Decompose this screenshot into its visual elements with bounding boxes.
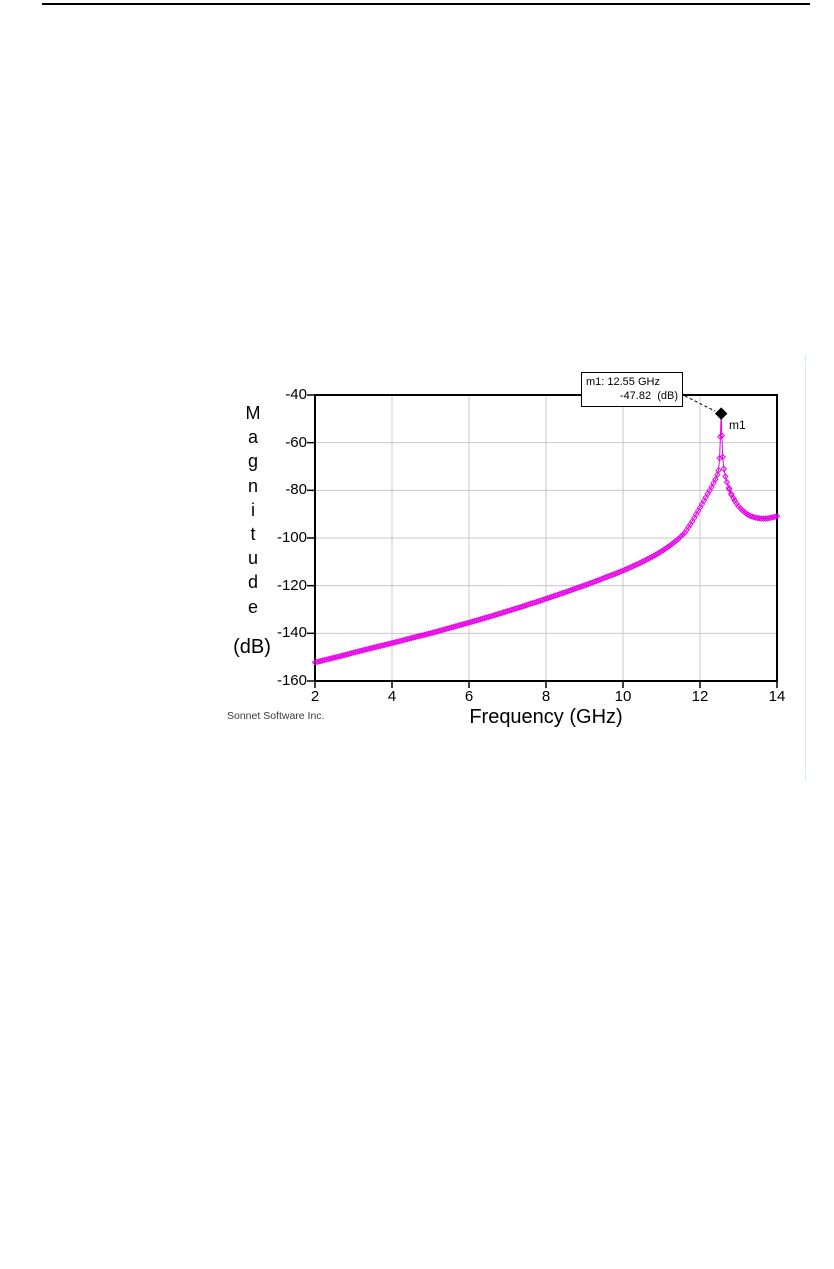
curve-marker-diamond: [720, 465, 728, 473]
y-axis-title-letter: M: [245, 403, 261, 423]
curve-marker-diamond: [773, 513, 781, 520]
y-tick-label: -160: [276, 672, 307, 689]
curve-marker-diamond: [679, 531, 686, 539]
curve-marker-diamond: [723, 478, 731, 486]
curve-marker-diamond: [716, 454, 723, 462]
branding-text: Sonnet Software Inc.: [227, 710, 325, 722]
curve-marker-diamond: [675, 535, 683, 542]
curve-marker-diamond: [750, 513, 758, 521]
y-tick-label: -60: [285, 433, 307, 451]
x-axis-title: Frequency (GHz): [469, 706, 623, 728]
marker-name-label: m1: [729, 418, 746, 432]
curve-marker-diamond: [642, 556, 650, 564]
curve-marker-diamond: [669, 539, 677, 547]
curve-marker-diamond: [715, 467, 722, 474]
y-axis-title-letter: t: [250, 524, 256, 545]
curve-marker-diamond: [652, 551, 659, 558]
marker-m1-diamond: [714, 407, 728, 420]
plot-border: [314, 394, 778, 682]
curve-marker-diamond: [664, 544, 671, 551]
y-tick-label: -140: [276, 624, 307, 642]
curve-marker-diamond: [719, 453, 726, 461]
page-edge-line: [805, 355, 806, 780]
marker-callout-box: m1: 12.55 GHz -47.82 (dB): [581, 372, 683, 407]
curve-marker-diamond: [644, 555, 652, 563]
curve-marker-diamond: [714, 471, 721, 478]
y-axis-title-letter: n: [247, 475, 258, 496]
curve-marker-diamond: [646, 554, 654, 562]
y-axis-unit-label: (dB): [233, 636, 271, 658]
marker-callout-line1: m1: 12.55 GHz: [586, 376, 660, 388]
y-axis-title-letter: u: [247, 548, 258, 569]
curve-marker-diamond: [746, 512, 754, 520]
x-tick-label: 6: [464, 688, 474, 705]
x-tick-label: 2: [310, 688, 320, 705]
curve-marker-diamond: [662, 545, 669, 552]
curve-marker-diamond: [660, 546, 667, 554]
curve-marker-diamond: [718, 432, 726, 439]
curve-marker-diamond: [671, 538, 679, 545]
curve-marker-diamond: [658, 548, 665, 555]
y-tick-label: -40: [285, 386, 307, 403]
curve-marker-diamond: [748, 513, 756, 520]
curve-marker-diamond: [730, 495, 737, 502]
curve-marker-diamond: [725, 484, 733, 492]
x-tick-label: 12: [691, 688, 709, 705]
y-tick-label: -80: [285, 481, 307, 499]
page-top-rule: [42, 3, 810, 5]
x-tick-label: 14: [768, 688, 786, 705]
curve-marker-diamond: [650, 552, 658, 560]
x-tick-label: 4: [387, 688, 397, 705]
curve-marker-diamond: [722, 473, 729, 480]
curve-marker-diamond: [656, 549, 663, 556]
curve-marker-diamond: [648, 553, 656, 561]
curve-marker-diamond: [673, 536, 681, 544]
x-tick-label: 8: [541, 688, 551, 705]
curve-marker-diamond: [654, 550, 661, 557]
y-axis-title-letter: d: [247, 572, 258, 593]
y-tick-label: -100: [276, 529, 307, 546]
y-axis-title-letter: g: [247, 451, 258, 472]
y-axis-title-letter: e: [247, 596, 258, 617]
y-axis-title-letter: i: [251, 499, 255, 520]
curve-marker-diamond: [665, 542, 673, 550]
curve-marker-diamond: [771, 513, 779, 521]
curve-marker-diamond: [717, 433, 724, 440]
curve-marker-diamond: [677, 533, 684, 540]
curve-marker-diamond: [712, 476, 719, 483]
y-tick-label: -120: [276, 576, 307, 594]
curve-marker-diamond: [726, 485, 733, 493]
x-tick-label: 10: [614, 688, 632, 705]
curve-marker-diamond: [752, 514, 760, 521]
curve-marker-diamond: [754, 514, 761, 522]
marker-callout-line2: -47.82 (dB): [619, 390, 678, 402]
y-axis-title-letter: a: [247, 427, 258, 448]
curve-marker-diamond: [667, 541, 675, 548]
